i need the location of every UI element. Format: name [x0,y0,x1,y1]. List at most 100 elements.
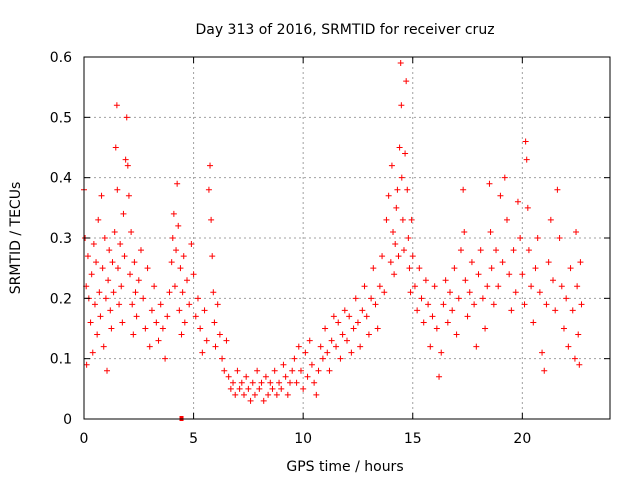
data-point [370,265,377,272]
y-tick-label: 0.4 [50,171,72,187]
data-point [102,295,109,302]
data-point [512,289,519,296]
data-point [528,283,535,290]
data-point [174,180,181,187]
data-point [142,325,149,332]
data-point [114,265,121,272]
data-point [297,367,304,374]
data-point [227,385,234,392]
data-point [460,186,467,193]
data-point [488,265,495,272]
data-point [359,307,366,314]
data-point [223,337,230,344]
data-point [418,295,425,302]
data-point [519,271,526,278]
data-point [114,186,121,193]
data-point [414,307,421,314]
x-tick-label: 15 [404,431,422,447]
data-point [394,186,401,193]
data-point [267,379,274,386]
data-point [388,162,395,169]
data-point [328,337,335,344]
data-point [322,325,329,332]
data-point [117,241,124,248]
data-point [112,144,119,151]
data-point [166,289,173,296]
data-point [341,307,348,314]
data-point [398,102,405,109]
data-point [90,241,97,248]
data-point [354,319,361,326]
data-point [84,253,91,260]
data-point [181,319,188,326]
data-point [118,283,125,290]
data-point [128,228,135,235]
data-point [282,373,289,380]
data-point [87,319,94,326]
data-point [425,301,432,308]
data-point [91,301,98,308]
plot-frame [83,56,611,420]
data-point [225,373,232,380]
data-point [575,331,582,338]
data-point [238,379,245,386]
data-point [100,343,107,350]
data-point [140,295,147,302]
data-point [534,235,541,241]
data-point [576,361,583,368]
data-point [293,379,300,386]
data-point [571,355,578,362]
data-point [464,313,471,320]
data-point [280,361,287,368]
data-point [482,325,489,332]
data-point [569,307,576,314]
data-point [499,259,506,266]
chart-title: Day 313 of 2016, SRMTID for receiver cru… [195,22,494,38]
data-point [302,349,309,356]
data-point [381,289,388,296]
data-point [324,349,331,356]
data-point [461,228,468,235]
data-point [547,216,554,223]
data-point [395,253,402,260]
data-point [173,247,180,254]
data-point [169,235,176,241]
data-point [484,283,491,290]
data-point [96,289,103,296]
data-point [473,343,480,350]
data-point [153,319,160,326]
data-point [120,210,127,217]
data-point [201,307,208,314]
data-point [251,391,258,398]
data-point [348,349,355,356]
data-point [313,391,320,398]
data-point [221,367,228,374]
data-point [420,319,427,326]
data-point [262,373,269,380]
data-point [254,367,261,374]
data-point [471,301,478,308]
data-point [190,271,197,278]
data-point [552,307,559,314]
data-point [365,331,372,338]
data-point [508,307,515,314]
data-point [278,385,285,392]
data-point [442,277,449,284]
data-point [95,216,102,223]
data-point [337,355,344,362]
data-point [536,289,543,296]
data-point [249,379,256,386]
data-point [104,367,111,374]
data-point [523,156,530,163]
data-point [524,204,531,211]
data-point [477,247,484,254]
data-point [468,259,475,266]
data-point [444,319,451,326]
data-point [368,295,375,302]
data-point [363,313,370,320]
data-point [122,156,129,163]
data-point [83,361,90,368]
y-tick-label: 0 [63,412,72,428]
data-point [344,337,350,344]
